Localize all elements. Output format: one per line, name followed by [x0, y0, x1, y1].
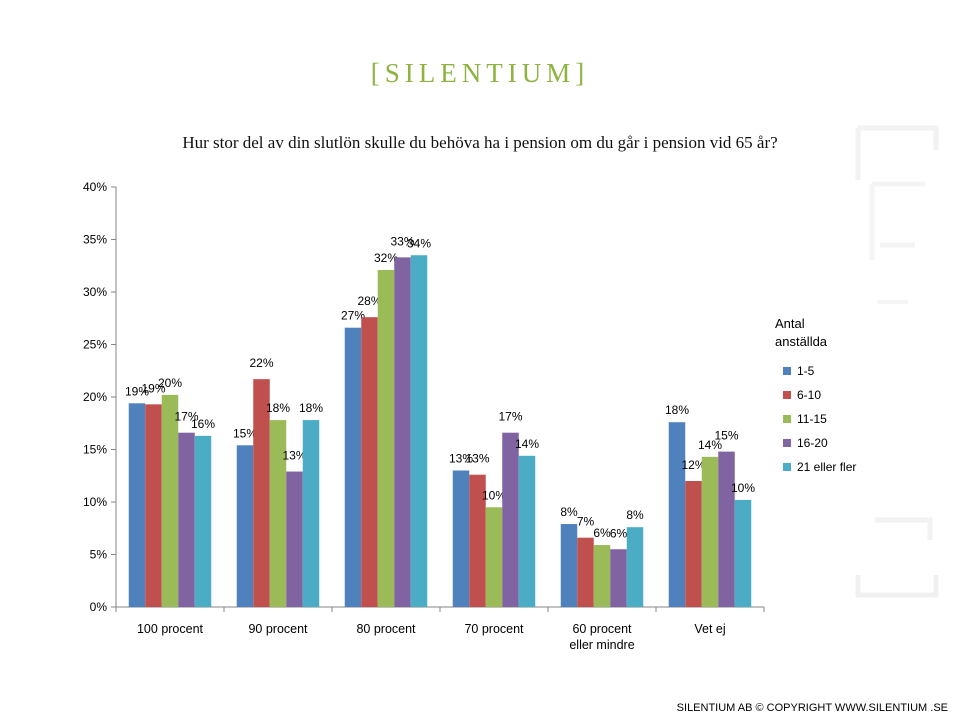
data-label: 14%: [515, 437, 539, 451]
bar-21-eller-fler: [626, 527, 644, 607]
bar-21-eller-fler: [410, 255, 428, 607]
data-label: 8%: [560, 505, 578, 519]
bar-16-20: [610, 549, 627, 607]
bar-1-5: [668, 422, 686, 607]
data-label: 33%: [390, 234, 414, 248]
legend-label: 1-5: [797, 364, 815, 378]
legend-swatch: [783, 439, 791, 447]
bar-16-20: [178, 432, 195, 607]
data-label: 18%: [665, 403, 689, 417]
bar-1-5: [236, 445, 254, 607]
data-label: 16%: [191, 417, 215, 431]
y-tick-label: 30%: [83, 285, 107, 299]
bar-21-eller-fler: [194, 435, 212, 607]
bar-6-10: [253, 379, 270, 607]
data-label: 28%: [357, 294, 381, 308]
legend-label: 16-20: [797, 436, 828, 450]
bar-6-10: [685, 481, 702, 607]
data-label: 8%: [626, 508, 644, 522]
bar-21-eller-fler: [302, 420, 320, 607]
x-tick-label: 60 procent eller mindre: [569, 622, 634, 652]
data-label: 15%: [233, 426, 257, 440]
data-label: 15%: [714, 429, 738, 443]
bar-6-10: [577, 537, 594, 607]
bar-11-15: [593, 545, 611, 607]
data-label: 13%: [465, 452, 489, 466]
x-tick-label: Vet ej: [694, 622, 725, 636]
data-label: 10%: [482, 488, 506, 502]
bar-11-15: [161, 394, 179, 607]
data-label: 20%: [158, 376, 182, 390]
bar-11-15: [269, 420, 287, 607]
x-tick-label: 70 procent: [464, 622, 524, 636]
legend-title: Antal anställda: [775, 316, 828, 349]
bar-11-15: [377, 269, 395, 607]
y-tick-label: 35%: [83, 233, 107, 247]
legend-swatch: [783, 367, 791, 375]
data-label: 17%: [174, 410, 198, 424]
bar-16-20: [718, 451, 735, 607]
data-label: 14%: [698, 438, 722, 452]
legend-label: 21 eller fler: [797, 460, 856, 474]
bar-1-5: [128, 403, 146, 607]
bar-21-eller-fler: [518, 455, 536, 607]
data-label: 12%: [681, 458, 705, 472]
bar-16-20: [286, 471, 303, 607]
legend-label: 11-15: [797, 412, 827, 426]
chart-title: Hur stor del av din slutlön skulle du be…: [182, 133, 778, 152]
legend-swatch: [783, 463, 791, 471]
bar-11-15: [701, 456, 719, 607]
bar-21-eller-fler: [734, 499, 752, 607]
y-tick-label: 15%: [83, 443, 107, 457]
data-label: 6%: [610, 526, 628, 540]
bar-6-10: [361, 317, 378, 607]
y-tick-label: 10%: [83, 495, 107, 509]
bar-16-20: [394, 257, 411, 607]
data-label: 13%: [282, 449, 306, 463]
x-tick-label: 100 procent: [137, 622, 204, 636]
data-label: 13%: [449, 452, 473, 466]
data-label: 6%: [593, 526, 611, 540]
x-tick-label: 90 procent: [248, 622, 308, 636]
y-tick-label: 40%: [83, 180, 107, 194]
bar-6-10: [469, 474, 486, 607]
bar-1-5: [344, 327, 362, 607]
brand-logo: [SILENTIUM]: [370, 58, 590, 88]
y-tick-label: 0%: [90, 600, 108, 614]
data-label: 17%: [498, 410, 522, 424]
legend-swatch: [783, 415, 791, 423]
data-label: 19%: [141, 381, 165, 395]
data-label: 10%: [731, 481, 755, 495]
y-tick-label: 20%: [83, 390, 107, 404]
bar-6-10: [145, 404, 162, 607]
data-label: 32%: [374, 251, 398, 265]
bar-1-5: [452, 470, 470, 607]
bar-1-5: [560, 524, 578, 607]
data-label: 7%: [577, 515, 595, 529]
y-tick-label: 5%: [90, 548, 108, 562]
bar-11-15: [485, 507, 503, 607]
x-tick-label: 80 procent: [356, 622, 416, 636]
data-label: 18%: [266, 401, 290, 415]
data-label: 19%: [125, 384, 149, 398]
legend-swatch: [783, 391, 791, 399]
y-tick-label: 25%: [83, 338, 107, 352]
data-label: 34%: [407, 236, 431, 250]
legend-label: 6-10: [797, 388, 821, 402]
data-label: 18%: [299, 401, 323, 415]
data-label: 22%: [249, 356, 273, 370]
bar-16-20: [502, 432, 519, 607]
footer-copyright: SILENTIUM AB © COPYRIGHT WWW.SILENTIUM .…: [676, 702, 948, 714]
data-label: 27%: [341, 309, 365, 323]
